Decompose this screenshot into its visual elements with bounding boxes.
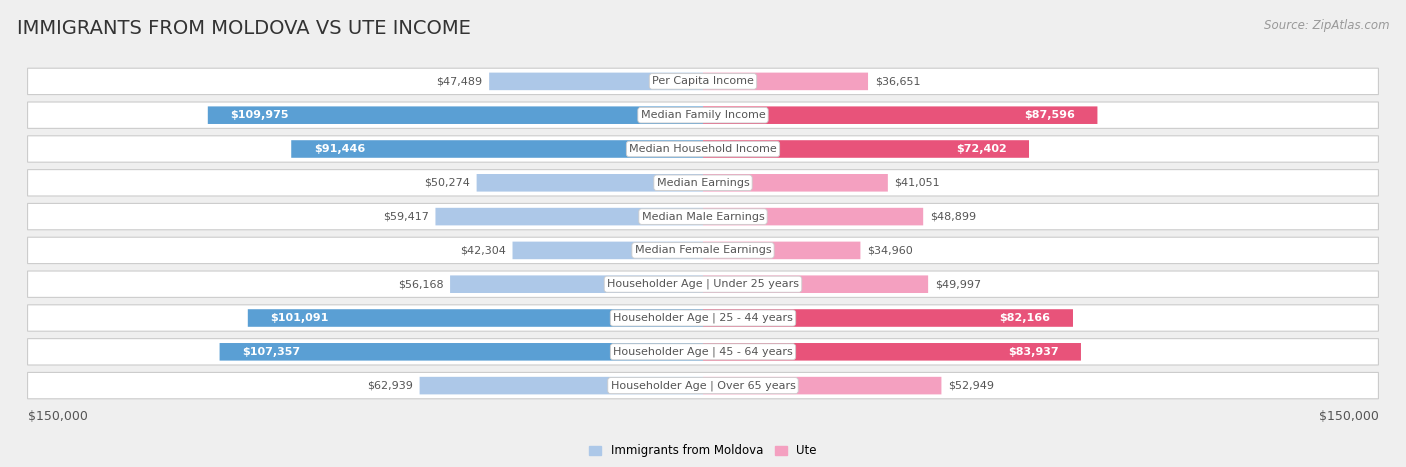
FancyBboxPatch shape bbox=[703, 309, 1073, 327]
Text: Median Male Earnings: Median Male Earnings bbox=[641, 212, 765, 222]
Text: $83,937: $83,937 bbox=[1008, 347, 1059, 357]
Text: Source: ZipAtlas.com: Source: ZipAtlas.com bbox=[1264, 19, 1389, 32]
Text: $150,000: $150,000 bbox=[1319, 410, 1378, 423]
FancyBboxPatch shape bbox=[208, 106, 703, 124]
Text: $59,417: $59,417 bbox=[382, 212, 429, 222]
FancyBboxPatch shape bbox=[291, 140, 703, 158]
FancyBboxPatch shape bbox=[477, 174, 703, 191]
Text: Householder Age | 25 - 44 years: Householder Age | 25 - 44 years bbox=[613, 313, 793, 323]
Text: Median Earnings: Median Earnings bbox=[657, 178, 749, 188]
Text: IMMIGRANTS FROM MOLDOVA VS UTE INCOME: IMMIGRANTS FROM MOLDOVA VS UTE INCOME bbox=[17, 19, 471, 38]
Text: Householder Age | Over 65 years: Householder Age | Over 65 years bbox=[610, 380, 796, 391]
FancyBboxPatch shape bbox=[28, 339, 1378, 365]
FancyBboxPatch shape bbox=[703, 241, 860, 259]
FancyBboxPatch shape bbox=[450, 276, 703, 293]
FancyBboxPatch shape bbox=[489, 72, 703, 90]
FancyBboxPatch shape bbox=[703, 208, 924, 226]
Text: $52,949: $52,949 bbox=[948, 381, 994, 390]
Text: $50,274: $50,274 bbox=[425, 178, 470, 188]
Text: $42,304: $42,304 bbox=[460, 245, 506, 255]
FancyBboxPatch shape bbox=[28, 102, 1378, 128]
FancyBboxPatch shape bbox=[703, 343, 1081, 361]
FancyBboxPatch shape bbox=[703, 377, 942, 395]
Text: $41,051: $41,051 bbox=[894, 178, 941, 188]
Text: $62,939: $62,939 bbox=[367, 381, 413, 390]
FancyBboxPatch shape bbox=[28, 237, 1378, 263]
Text: $49,997: $49,997 bbox=[935, 279, 981, 289]
Legend: Immigrants from Moldova, Ute: Immigrants from Moldova, Ute bbox=[585, 439, 821, 462]
Text: Per Capita Income: Per Capita Income bbox=[652, 77, 754, 86]
Text: $87,596: $87,596 bbox=[1024, 110, 1076, 120]
FancyBboxPatch shape bbox=[703, 140, 1029, 158]
Text: Householder Age | 45 - 64 years: Householder Age | 45 - 64 years bbox=[613, 347, 793, 357]
FancyBboxPatch shape bbox=[28, 271, 1378, 297]
FancyBboxPatch shape bbox=[703, 174, 887, 191]
FancyBboxPatch shape bbox=[28, 68, 1378, 95]
Text: $34,960: $34,960 bbox=[868, 245, 912, 255]
Text: Median Household Income: Median Household Income bbox=[628, 144, 778, 154]
Text: $47,489: $47,489 bbox=[436, 77, 482, 86]
FancyBboxPatch shape bbox=[513, 241, 703, 259]
FancyBboxPatch shape bbox=[419, 377, 703, 395]
Text: $107,357: $107,357 bbox=[242, 347, 301, 357]
Text: $101,091: $101,091 bbox=[270, 313, 329, 323]
Text: $36,651: $36,651 bbox=[875, 77, 921, 86]
FancyBboxPatch shape bbox=[28, 305, 1378, 331]
Text: $82,166: $82,166 bbox=[1000, 313, 1050, 323]
FancyBboxPatch shape bbox=[28, 170, 1378, 196]
FancyBboxPatch shape bbox=[247, 309, 703, 327]
FancyBboxPatch shape bbox=[28, 136, 1378, 162]
FancyBboxPatch shape bbox=[436, 208, 703, 226]
Text: Median Female Earnings: Median Female Earnings bbox=[634, 245, 772, 255]
Text: Median Family Income: Median Family Income bbox=[641, 110, 765, 120]
Text: $56,168: $56,168 bbox=[398, 279, 443, 289]
FancyBboxPatch shape bbox=[219, 343, 703, 361]
Text: Householder Age | Under 25 years: Householder Age | Under 25 years bbox=[607, 279, 799, 290]
Text: $150,000: $150,000 bbox=[28, 410, 87, 423]
FancyBboxPatch shape bbox=[703, 72, 868, 90]
FancyBboxPatch shape bbox=[28, 372, 1378, 399]
FancyBboxPatch shape bbox=[28, 204, 1378, 230]
FancyBboxPatch shape bbox=[703, 276, 928, 293]
Text: $109,975: $109,975 bbox=[231, 110, 288, 120]
Text: $48,899: $48,899 bbox=[929, 212, 976, 222]
FancyBboxPatch shape bbox=[703, 106, 1098, 124]
Text: $91,446: $91,446 bbox=[314, 144, 366, 154]
Text: $72,402: $72,402 bbox=[956, 144, 1007, 154]
